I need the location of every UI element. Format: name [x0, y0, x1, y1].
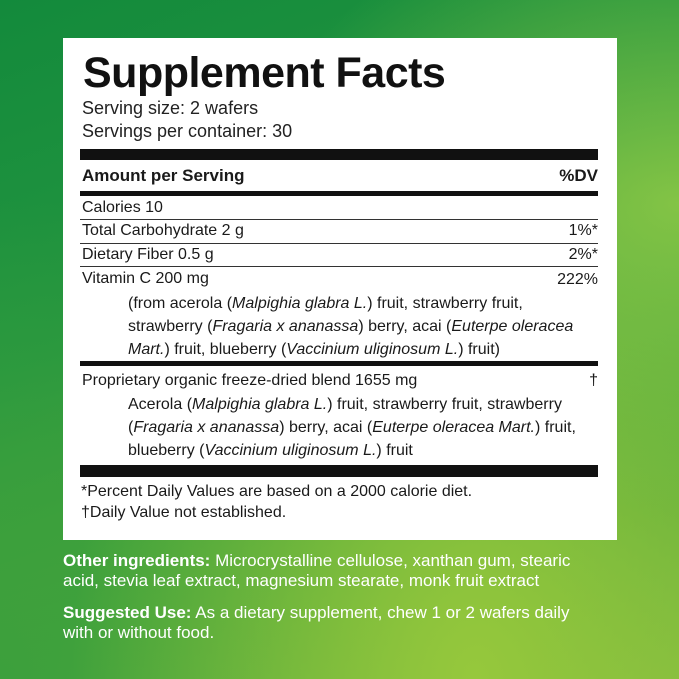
- divider-thick: [80, 465, 598, 477]
- footnote-dv: *Percent Daily Values are based on a 200…: [81, 483, 473, 500]
- supplement-facts-panel: Supplement Facts Serving size: 2 wafers …: [63, 38, 617, 540]
- source-text: (from acerola (: [128, 295, 233, 312]
- serving-size: Serving size: 2 wafers: [82, 98, 259, 118]
- source-text: Acerola (: [128, 396, 193, 413]
- divider-medium: [80, 191, 598, 196]
- suggested-use-text: As a dietary supplement, chew 1 or 2 waf…: [191, 603, 570, 622]
- source-line: strawberry (Fragaria x ananassa) berry, …: [128, 315, 573, 338]
- servings-per-container: Servings per container: 30: [82, 121, 293, 141]
- botanical-name: Malpighia glabra L.: [232, 295, 368, 312]
- vitamin-c-sources: (from acerola (Malpighia glabra L.) frui…: [128, 292, 573, 361]
- source-text: ) berry, acai (: [279, 419, 373, 436]
- divider-medium: [80, 361, 598, 366]
- row-dietary-fiber-dv: 2%*: [568, 246, 598, 263]
- source-line: (from acerola (Malpighia glabra L.) frui…: [128, 292, 573, 315]
- source-text: ) fruit): [458, 341, 500, 358]
- source-text: ) fruit: [376, 442, 413, 459]
- divider-thick: [80, 149, 598, 160]
- source-text: ) berry, acai (: [358, 318, 452, 335]
- row-total-carbohydrate-dv: 1%*: [568, 222, 598, 239]
- source-text: (: [128, 419, 134, 436]
- source-line: blueberry (Vaccinium uliginosum L.) frui…: [128, 439, 576, 462]
- dv-header: %DV: [559, 166, 598, 185]
- botanical-name: Malpighia glabra L.: [192, 396, 328, 413]
- other-ingredients-text: acid, stevia leaf extract, magnesium ste…: [63, 571, 540, 590]
- source-text: blueberry (: [128, 442, 205, 459]
- other-ingredients-label: Other ingredients:: [63, 551, 211, 570]
- other-ingredients: Other ingredients: Microcrystalline cell…: [63, 551, 570, 591]
- footnote-dagger: †Daily Value not established.: [81, 504, 287, 521]
- proprietary-blend-dv: †: [589, 372, 598, 389]
- other-ingredients-text: Microcrystalline cellulose, xanthan gum,…: [210, 551, 571, 570]
- botanical-name: Mart.: [128, 341, 165, 358]
- suggested-use-label: Suggested Use:: [63, 603, 192, 622]
- divider: [80, 219, 598, 220]
- botanical-name: Fragaria x ananassa: [133, 419, 280, 436]
- panel-title: Supplement Facts: [83, 49, 446, 97]
- botanical-name: Vaccinium uliginosum L.: [286, 341, 459, 358]
- botanical-name: Euterpe oleracea: [451, 318, 574, 335]
- row-calories: Calories 10: [82, 199, 163, 216]
- proprietary-blend: Proprietary organic freeze-dried blend 1…: [82, 372, 418, 389]
- source-text: ) fruit, strawberry fruit, strawberry: [327, 396, 562, 413]
- amount-per-serving-header: Amount per Serving: [82, 166, 245, 185]
- suggested-use: Suggested Use: As a dietary supplement, …: [63, 603, 569, 643]
- blend-sources: Acerola (Malpighia glabra L.) fruit, str…: [128, 393, 576, 462]
- source-text: strawberry (: [128, 318, 213, 335]
- row-vitamin-c: Vitamin C 200 mg: [82, 270, 209, 287]
- row-dietary-fiber: Dietary Fiber 0.5 g: [82, 246, 214, 263]
- divider: [80, 266, 598, 267]
- row-vitamin-c-dv: 222%: [557, 271, 598, 288]
- source-text: ) fruit,: [535, 419, 576, 436]
- suggested-use-text: with or without food.: [63, 623, 215, 642]
- source-text: ) fruit, strawberry fruit,: [367, 295, 523, 312]
- source-line: (Fragaria x ananassa) berry, acai (Euter…: [128, 416, 576, 439]
- source-text: ) fruit, blueberry (: [164, 341, 287, 358]
- row-total-carbohydrate: Total Carbohydrate 2 g: [82, 222, 244, 239]
- botanical-name: Vaccinium uliginosum L.: [204, 442, 377, 459]
- source-line: Mart.) fruit, blueberry (Vaccinium uligi…: [128, 338, 573, 361]
- botanical-name: Fragaria x ananassa: [212, 318, 359, 335]
- botanical-name: Euterpe oleracea Mart.: [372, 419, 535, 436]
- source-line: Acerola (Malpighia glabra L.) fruit, str…: [128, 393, 576, 416]
- divider: [80, 243, 598, 244]
